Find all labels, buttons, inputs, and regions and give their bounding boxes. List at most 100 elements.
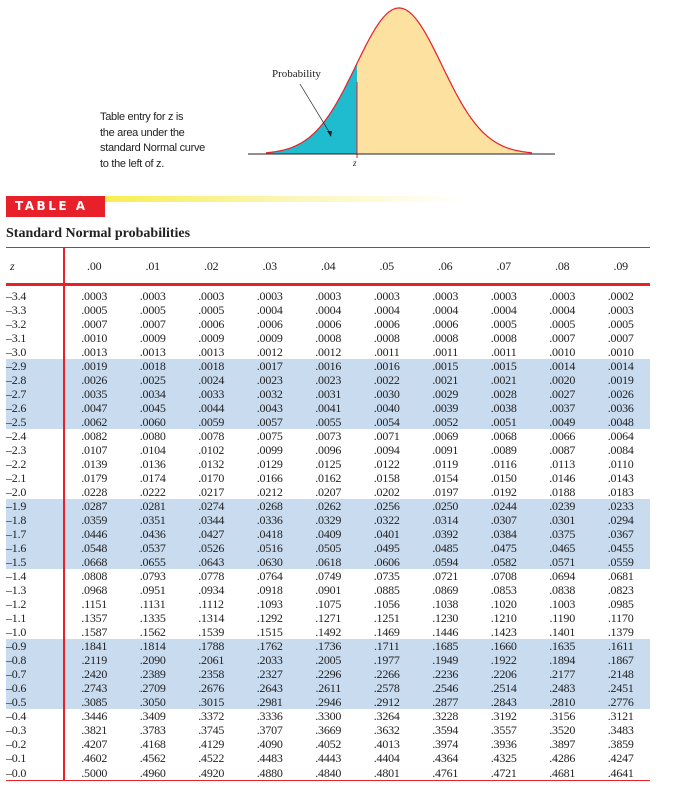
- probability-cell: .4052: [315, 737, 342, 751]
- probability-cell: .3015: [182, 695, 241, 709]
- table-row: –0.4 .3446 .3409 .3372 .3336 .3300 .3264 .3228.…: [6, 709, 650, 723]
- probability-cell: .0026: [591, 387, 650, 401]
- probability-cell: .2776: [591, 695, 650, 709]
- probability-cell: .1210: [490, 611, 517, 625]
- probability-cell: .0016: [299, 359, 358, 373]
- probability-cell: .0735: [373, 569, 400, 583]
- probability-cell: .0003: [607, 303, 634, 317]
- probability-cell: .0016: [357, 359, 416, 373]
- probability-cell: .2119: [64, 653, 124, 667]
- probability-cell: .0003: [81, 289, 108, 303]
- z-column-header: z: [6, 247, 65, 286]
- probability-cell: .0207: [315, 485, 342, 499]
- probability-cell: .0217: [198, 485, 225, 499]
- probability-cell: .0150: [490, 471, 517, 485]
- probability-cell: .0418: [240, 527, 299, 541]
- probability-cell: .1335: [139, 611, 166, 625]
- probability-cell: .2358: [182, 667, 241, 681]
- probability-cell: .4483: [256, 751, 283, 765]
- probability-arrow: [299, 83, 332, 136]
- probability-cell: .0034: [123, 387, 182, 401]
- probability-cell: .0010: [81, 331, 108, 345]
- probability-cell: .0158: [373, 471, 400, 485]
- probability-cell: .0018: [182, 359, 241, 373]
- probability-cell: .0934: [198, 583, 225, 597]
- probability-cell: .0281: [123, 499, 182, 513]
- probability-cell: .0004: [549, 303, 576, 317]
- probability-cell: .0104: [139, 443, 166, 457]
- z-value: –3.4: [6, 284, 65, 303]
- curve-area-fill: [357, 8, 532, 154]
- probability-cell: .0003: [198, 289, 225, 303]
- table-row: –2.0 .0228 .0222 .0217 .0212 .0207 .0202 .0197.…: [6, 485, 650, 499]
- probability-cell: .0197: [432, 485, 459, 499]
- probability-cell: .0010: [549, 345, 576, 359]
- probability-cell: .1020: [490, 597, 517, 611]
- probability-cell: .4562: [139, 751, 166, 765]
- probability-cell: .4880: [240, 765, 299, 781]
- probability-cell: .0006: [198, 317, 225, 331]
- probability-cell: .0038: [474, 401, 533, 415]
- table-row: –1.5.0668.0655.0643.0630.0618.0606.0594.…: [6, 555, 650, 569]
- probability-cell: .0008: [315, 331, 342, 345]
- probability-cell: .0003: [315, 289, 342, 303]
- probability-cell: .4168: [139, 737, 166, 751]
- probability-cell: .2148: [591, 667, 650, 681]
- probability-cell: .0392: [416, 527, 475, 541]
- probability-cell: .0035: [64, 387, 124, 401]
- probability-cell: .0007: [607, 331, 634, 345]
- z-value: –1.7: [6, 527, 65, 541]
- column-header: .00: [64, 247, 124, 286]
- z-value: –0.1: [6, 751, 65, 765]
- probability-cell: .0146: [549, 471, 576, 485]
- z-value: –3.1: [6, 331, 65, 345]
- probability-cell: .0136: [139, 457, 166, 471]
- probability-cell: .1112: [198, 597, 224, 611]
- probability-cell: .0336: [240, 513, 299, 527]
- probability-cell: .4681: [533, 765, 592, 781]
- probability-cell: .0436: [123, 527, 182, 541]
- probability-cell: .0008: [490, 331, 517, 345]
- probability-cell: .0668: [64, 555, 124, 569]
- probability-cell: .2810: [533, 695, 592, 709]
- probability-cell: .0004: [490, 303, 517, 317]
- probability-cell: .0023: [240, 373, 299, 387]
- probability-cell: .4602: [81, 751, 108, 765]
- probability-cell: .0107: [81, 443, 108, 457]
- figure-caption: Table entry for z is the area under the …: [100, 110, 205, 172]
- table-row: –1.1 .1357 .1335 .1314 .1292 .1271 .1251 .1230.…: [6, 611, 650, 625]
- normal-probability-table: z .00.01.02.03.04.05.06.07.08.09 –3.4.00…: [6, 247, 650, 781]
- probability-cell: .1314: [198, 611, 225, 625]
- table-row: –0.3 .3821 .3783 .3745 .3707 .3669 .3632 .3594.…: [6, 723, 650, 737]
- probability-cell: .0183: [607, 485, 634, 499]
- probability-cell: .0043: [240, 401, 299, 415]
- probability-cell: .0062: [64, 415, 124, 429]
- probability-cell: .1711: [357, 639, 416, 653]
- probability-cell: .0132: [198, 457, 225, 471]
- column-header: .04: [299, 247, 358, 286]
- probability-cell: .0028: [474, 387, 533, 401]
- probability-cell: .4325: [490, 751, 517, 765]
- probability-cell: .0031: [299, 387, 358, 401]
- probability-cell: .3050: [123, 695, 182, 709]
- probability-cell: .0012: [256, 345, 283, 359]
- probability-cell: .2177: [533, 667, 592, 681]
- probability-cell: .1515: [256, 625, 283, 639]
- probability-cell: .4286: [549, 751, 576, 765]
- probability-cell: .0055: [299, 415, 358, 429]
- probability-cell: .0068: [490, 429, 517, 443]
- probability-cell: .0009: [139, 331, 166, 345]
- probability-cell: .0052: [416, 415, 475, 429]
- probability-cell: .1814: [123, 639, 182, 653]
- probability-cell: .2005: [299, 653, 358, 667]
- probability-cell: .0559: [591, 555, 650, 569]
- table-row: –0.0.5000.4960.4920.4880.4840.4801.4761.…: [6, 765, 650, 781]
- probability-cell: .0069: [432, 429, 459, 443]
- probability-cell: .0008: [432, 331, 459, 345]
- probability-cell: .5000: [64, 765, 124, 781]
- probability-cell: .3156: [549, 709, 576, 723]
- probability-cell: .0003: [256, 289, 283, 303]
- z-value: –0.4: [6, 709, 65, 723]
- probability-cell: .1660: [474, 639, 533, 653]
- probability-cell: .0222: [139, 485, 166, 499]
